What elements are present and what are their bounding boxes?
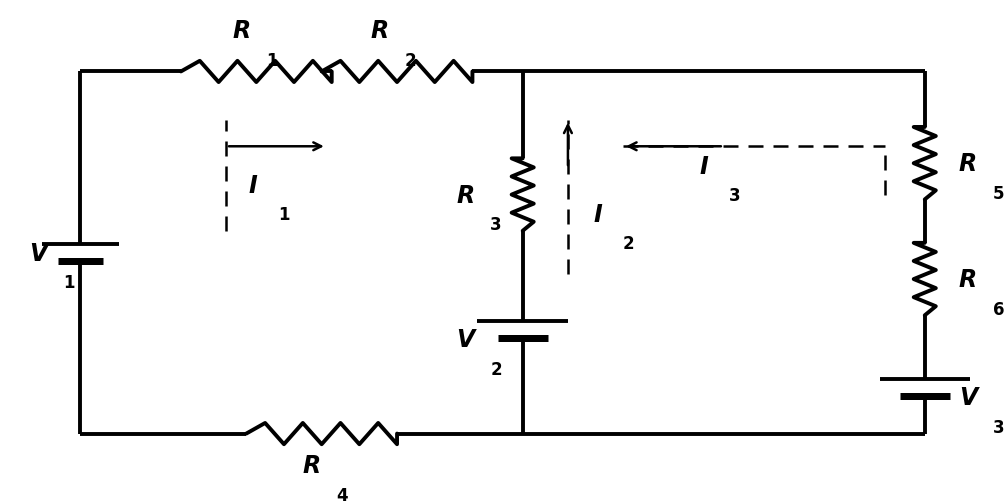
Text: V: V: [457, 328, 475, 352]
Text: R: R: [959, 268, 977, 292]
Text: 4: 4: [337, 485, 348, 501]
Text: I: I: [699, 154, 708, 178]
Text: R: R: [457, 183, 475, 207]
Text: 3: 3: [993, 418, 1005, 436]
Text: 1: 1: [279, 206, 290, 224]
Text: 6: 6: [993, 300, 1005, 318]
Text: R: R: [371, 20, 389, 43]
Text: 3: 3: [728, 187, 740, 205]
Text: 1: 1: [63, 274, 74, 292]
Text: 2: 2: [490, 360, 502, 378]
Text: R: R: [959, 152, 977, 176]
Text: R: R: [303, 453, 321, 477]
Text: I: I: [248, 173, 258, 197]
Text: 5: 5: [993, 184, 1005, 202]
Text: R: R: [232, 20, 250, 43]
Text: I: I: [594, 202, 603, 226]
Text: V: V: [29, 241, 47, 265]
Text: 2: 2: [404, 52, 416, 70]
Text: 1: 1: [267, 52, 278, 70]
Text: 2: 2: [623, 235, 635, 253]
Text: 3: 3: [490, 216, 502, 233]
Text: V: V: [959, 386, 977, 409]
